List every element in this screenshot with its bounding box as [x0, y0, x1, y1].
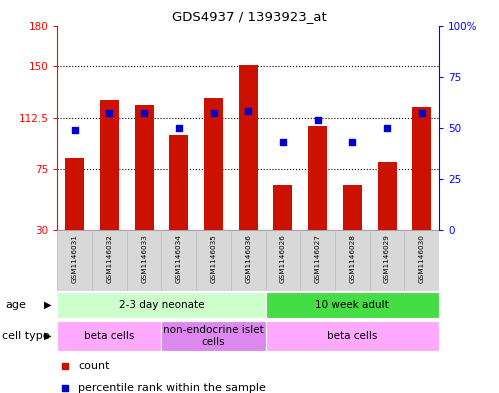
- Text: GSM1146030: GSM1146030: [419, 234, 425, 283]
- Bar: [265, 230, 300, 291]
- Point: [418, 110, 426, 117]
- Text: GSM1146033: GSM1146033: [141, 234, 147, 283]
- Bar: [265, 292, 439, 318]
- Text: GSM1146027: GSM1146027: [315, 234, 321, 283]
- Bar: [135, 105, 154, 230]
- Bar: [239, 65, 258, 230]
- Text: beta cells: beta cells: [327, 331, 378, 341]
- Point: [140, 110, 148, 117]
- Text: ▶: ▶: [43, 300, 51, 310]
- Bar: [204, 98, 223, 230]
- Text: 10 week adult: 10 week adult: [315, 300, 389, 310]
- Point: [348, 139, 356, 145]
- Point: [279, 139, 287, 145]
- Bar: [196, 230, 231, 291]
- Bar: [169, 134, 189, 230]
- Point: [314, 116, 322, 123]
- Point: [383, 125, 391, 131]
- Bar: [92, 230, 127, 291]
- Text: cell type: cell type: [2, 331, 50, 341]
- Bar: [300, 230, 335, 291]
- Point: [105, 110, 113, 117]
- Text: ▶: ▶: [43, 331, 51, 341]
- Point: [71, 127, 79, 133]
- Bar: [412, 107, 431, 230]
- Bar: [57, 321, 162, 351]
- Text: GDS4937 / 1393923_at: GDS4937 / 1393923_at: [172, 10, 327, 23]
- Text: age: age: [5, 300, 26, 310]
- Point: [244, 108, 252, 114]
- Bar: [273, 185, 292, 230]
- Bar: [265, 321, 439, 351]
- Bar: [100, 101, 119, 230]
- Bar: [370, 230, 404, 291]
- Bar: [162, 321, 265, 351]
- Point: [314, 301, 322, 308]
- Bar: [378, 162, 397, 230]
- Point: [314, 105, 322, 111]
- Text: non-endocrine islet
cells: non-endocrine islet cells: [163, 325, 264, 347]
- Bar: [57, 230, 92, 291]
- Bar: [127, 230, 162, 291]
- Text: GSM1146034: GSM1146034: [176, 234, 182, 283]
- Bar: [162, 230, 196, 291]
- Bar: [335, 230, 370, 291]
- Text: GSM1146035: GSM1146035: [211, 234, 217, 283]
- Bar: [57, 292, 265, 318]
- Text: 2-3 day neonate: 2-3 day neonate: [119, 300, 204, 310]
- Point: [175, 125, 183, 131]
- Bar: [308, 127, 327, 230]
- Bar: [231, 230, 265, 291]
- Text: count: count: [78, 361, 110, 371]
- Point: [210, 110, 218, 117]
- Text: percentile rank within the sample: percentile rank within the sample: [78, 383, 266, 393]
- Text: GSM1146032: GSM1146032: [106, 234, 112, 283]
- Bar: [404, 230, 439, 291]
- Text: GSM1146029: GSM1146029: [384, 234, 390, 283]
- Text: GSM1146031: GSM1146031: [72, 234, 78, 283]
- Text: GSM1146026: GSM1146026: [280, 234, 286, 283]
- Text: GSM1146028: GSM1146028: [349, 234, 355, 283]
- Text: GSM1146036: GSM1146036: [245, 234, 251, 283]
- Text: beta cells: beta cells: [84, 331, 135, 341]
- Bar: [65, 158, 84, 230]
- Bar: [343, 185, 362, 230]
